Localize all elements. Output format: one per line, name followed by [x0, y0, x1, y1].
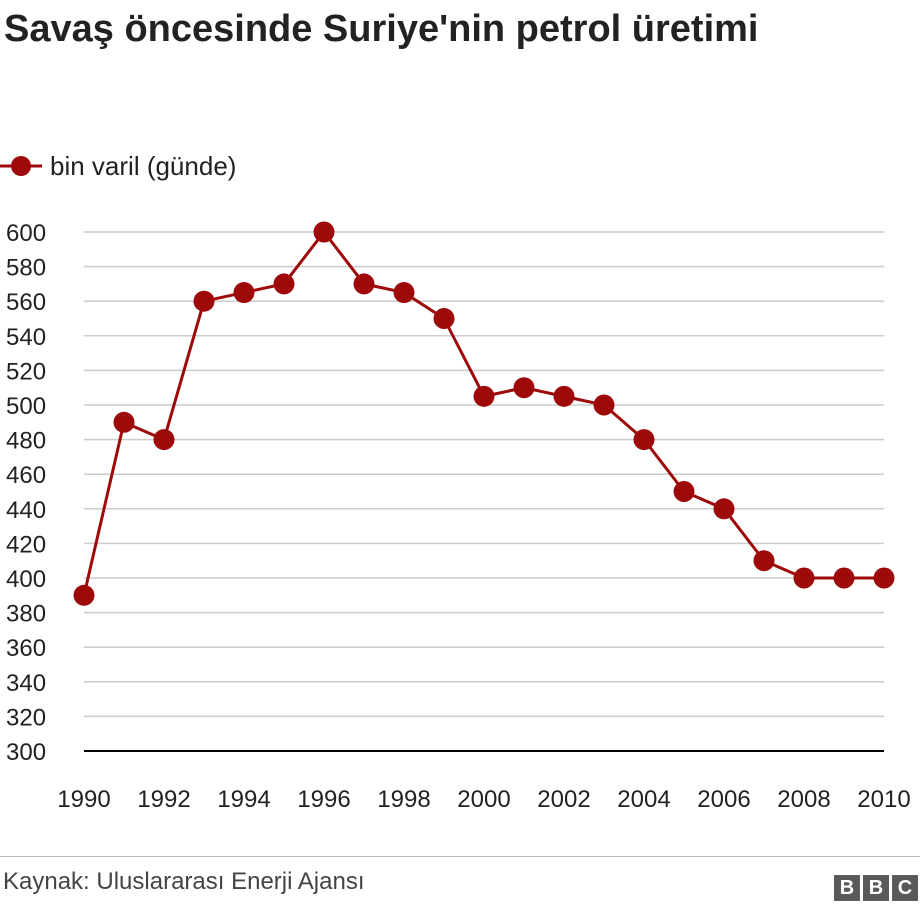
legend: bin varil (günde): [0, 146, 236, 186]
bbc-logo-letter: C: [892, 875, 918, 901]
chart-title: Savaş öncesinde Suriye'nin petrol üretim…: [4, 8, 759, 50]
data-point: [473, 385, 495, 407]
source-text: Kaynak: Uluslararası Enerji Ajansı: [3, 868, 365, 895]
data-point: [193, 290, 215, 312]
y-tick-label: 420: [6, 531, 46, 558]
data-point: [313, 221, 335, 243]
y-tick-label: 460: [6, 462, 46, 489]
data-point: [753, 550, 775, 572]
series-line: [82, 230, 884, 596]
y-tick-label: 560: [6, 289, 46, 316]
y-tick-label: 380: [6, 601, 46, 628]
data-point: [873, 567, 895, 589]
x-tick-label: 2000: [457, 786, 510, 813]
y-tick-label: 320: [6, 704, 46, 731]
y-tick-label: 500: [6, 393, 46, 420]
x-tick-label: 1998: [377, 786, 430, 813]
legend-label: bin varil (günde): [50, 150, 237, 181]
data-point: [353, 273, 375, 295]
bbc-logo-letter: B: [863, 875, 889, 901]
y-tick-label: 580: [6, 255, 46, 282]
y-tick-label: 340: [6, 670, 46, 697]
data-point: [553, 385, 575, 407]
x-tick-label: 2002: [537, 786, 590, 813]
data-point: [833, 567, 855, 589]
data-point: [273, 273, 295, 295]
data-point: [713, 498, 735, 520]
x-tick-label: 2008: [777, 786, 830, 813]
x-tick-label: 2004: [617, 786, 670, 813]
data-point: [513, 377, 535, 399]
line-chart: 300 320 340 360 380 400 420 440 460 480 500 520 540 5…: [6, 220, 911, 813]
series-line-group: [73, 221, 895, 606]
x-tick-label: 1992: [137, 786, 190, 813]
y-tick-label: 400: [6, 566, 46, 593]
x-axis-ticks: 1990 1992 1994 1996 1998 2000 2002 2004 2006 2008…: [57, 786, 910, 813]
data-point: [153, 429, 175, 451]
data-point: [593, 394, 615, 416]
bbc-logo-letter: B: [834, 875, 860, 901]
y-tick-label: 520: [6, 358, 46, 385]
x-tick-label: 2006: [697, 786, 750, 813]
footer-divider: [0, 856, 920, 857]
data-point: [633, 429, 655, 451]
y-tick-label: 300: [6, 739, 46, 766]
data-point: [433, 308, 455, 329]
y-tick-label: 360: [6, 635, 46, 662]
grid-lines: [84, 231, 884, 752]
x-tick-label: 2010: [857, 786, 910, 813]
y-tick-label: 480: [6, 428, 46, 455]
legend-marker-icon: [0, 156, 42, 176]
y-axis-ticks: 300 320 340 360 380 400 420 440 460 480 500 520 540 5…: [6, 220, 46, 766]
y-tick-label: 440: [6, 497, 46, 524]
data-point: [673, 481, 695, 502]
data-point: [233, 282, 255, 304]
y-tick-label: 600: [6, 220, 46, 247]
data-point: [113, 411, 135, 433]
x-tick-label: 1990: [57, 786, 110, 813]
bbc-logo: B B C: [834, 875, 918, 901]
data-point: [73, 584, 95, 606]
data-point: [793, 567, 815, 589]
x-tick-label: 1994: [217, 786, 270, 813]
data-point: [393, 282, 415, 304]
x-tick-label: 1996: [297, 786, 350, 813]
y-tick-label: 540: [6, 324, 46, 351]
